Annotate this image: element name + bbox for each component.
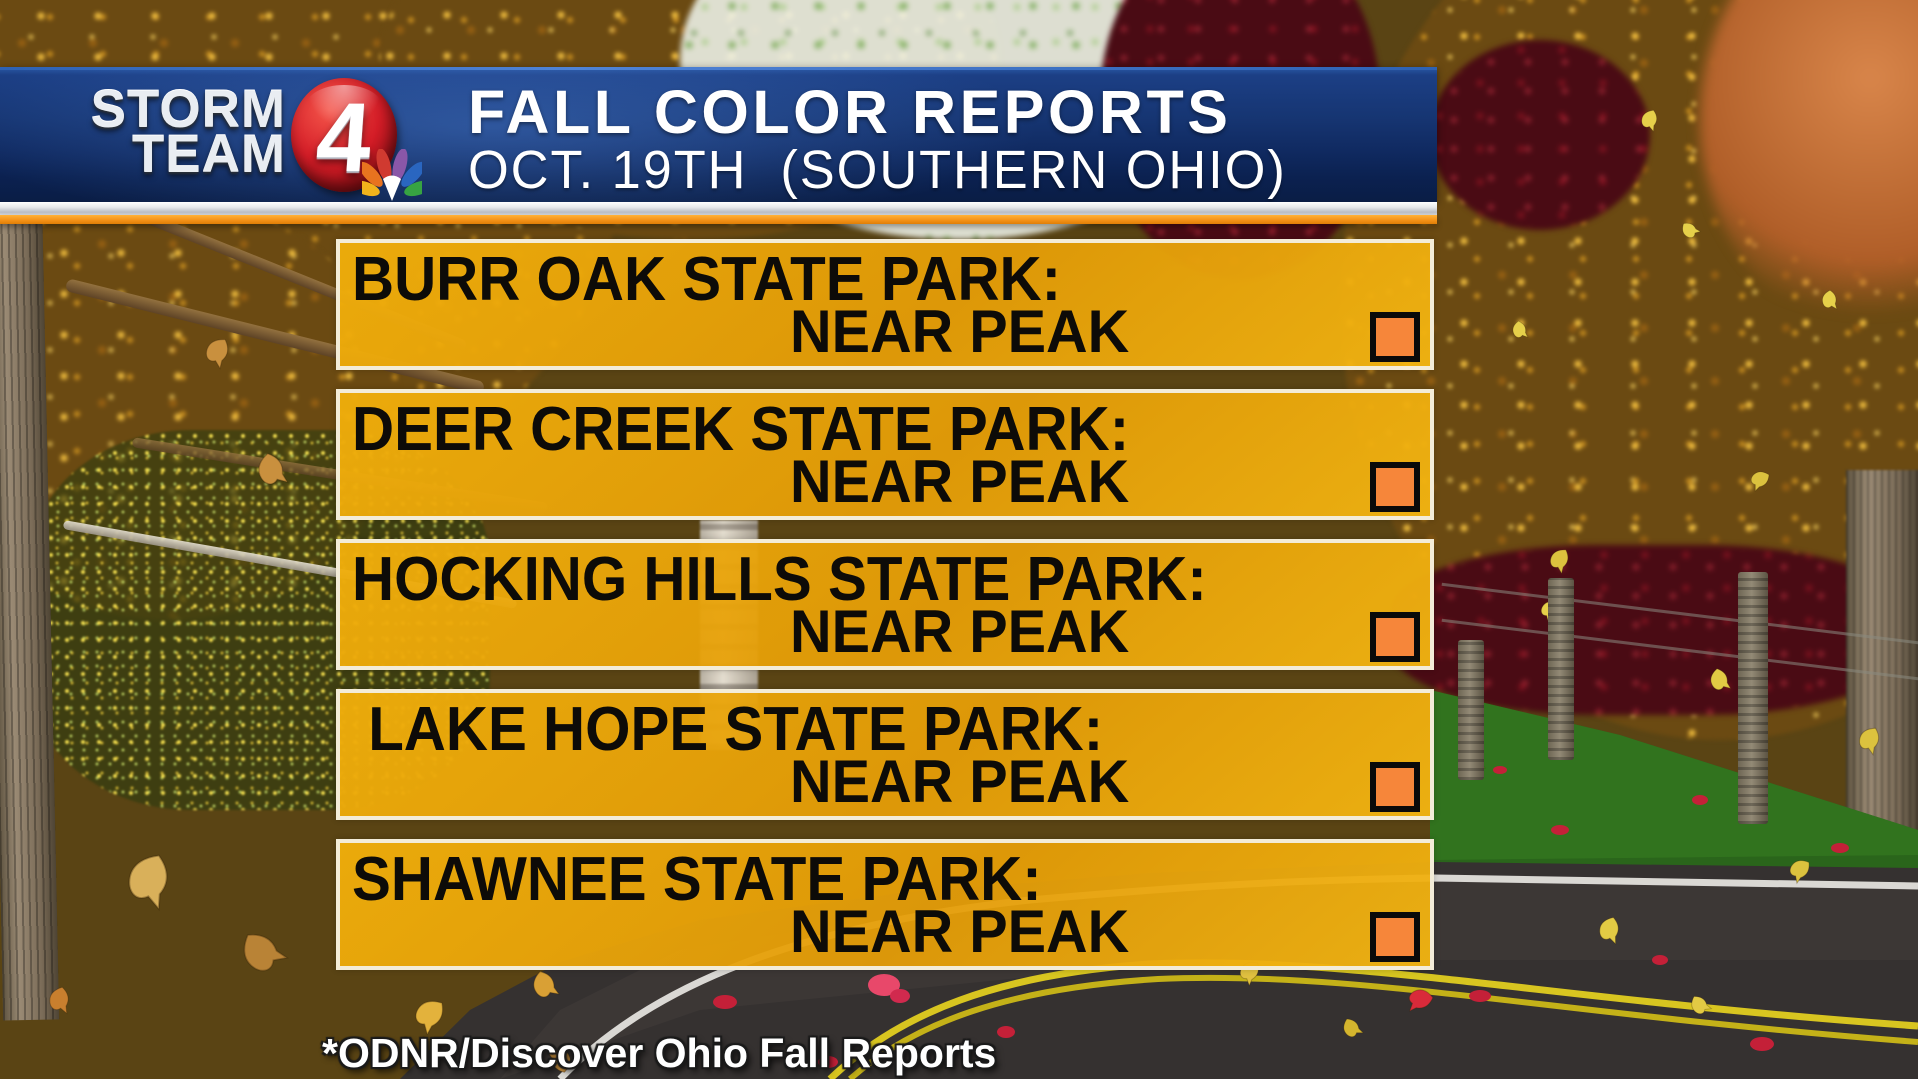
storm-team-logo: STORM TEAM: [90, 80, 286, 184]
page-title: FALL COLOR REPORTS: [468, 78, 1232, 146]
report-row-shawnee: SHAWNEE STATE PARK: NEAR PEAK: [336, 839, 1434, 970]
header-orange-strip: [0, 215, 1437, 224]
header-silver-strip: [0, 202, 1437, 215]
logo-line-1: STORM: [90, 80, 286, 139]
report-row-burr-oak: BURR OAK STATE PARK: NEAR PEAK: [336, 239, 1434, 370]
park-name: BURR OAK STATE PARK:: [352, 245, 1062, 314]
status-value: NEAR PEAK: [790, 748, 1130, 815]
page-subtitle: OCT. 19TH (SOUTHERN OHIO): [468, 140, 1287, 200]
park-name: LAKE HOPE STATE PARK:: [352, 695, 1104, 764]
park-name: SHAWNEE STATE PARK:: [352, 845, 1042, 914]
report-row-hocking-hills: HOCKING HILLS STATE PARK: NEAR PEAK: [336, 539, 1434, 670]
red-foliage-right-upper: [1430, 40, 1650, 230]
status-value: NEAR PEAK: [790, 898, 1130, 965]
status-value: NEAR PEAK: [790, 598, 1130, 665]
status-swatch: [1370, 612, 1420, 662]
report-row-lake-hope: LAKE HOPE STATE PARK: NEAR PEAK: [336, 689, 1434, 820]
status-swatch: [1370, 462, 1420, 512]
source-attribution: *ODNR/Discover Ohio Fall Reports: [322, 1030, 997, 1076]
park-name: HOCKING HILLS STATE PARK:: [352, 545, 1207, 614]
fence-post: [1548, 578, 1574, 760]
header-banner: STORM TEAM 4 FALL COLOR REPORTS OCT. 19T…: [0, 67, 1437, 202]
status-swatch: [1370, 912, 1420, 962]
status-swatch: [1370, 312, 1420, 362]
nbc-peacock-icon: [362, 149, 422, 201]
status-value: NEAR PEAK: [790, 298, 1130, 365]
channel-4-ball-logo: 4: [291, 78, 397, 192]
status-value: NEAR PEAK: [790, 448, 1130, 515]
fence-post: [1458, 640, 1484, 780]
logo-line-2: TEAM: [131, 125, 286, 184]
park-name: DEER CREEK STATE PARK:: [352, 395, 1130, 464]
status-swatch: [1370, 762, 1420, 812]
report-row-deer-creek: DEER CREEK STATE PARK: NEAR PEAK: [336, 389, 1434, 520]
fence-post: [1738, 572, 1768, 824]
